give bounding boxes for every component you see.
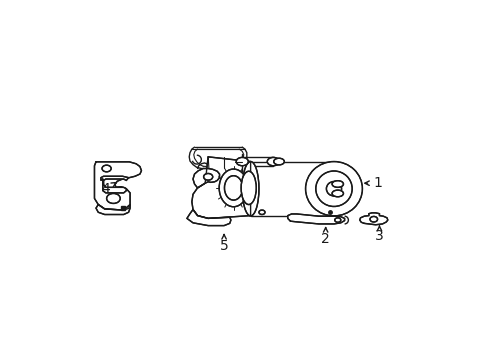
Polygon shape [287,214,344,224]
Polygon shape [96,204,130,215]
Ellipse shape [236,157,248,166]
Polygon shape [193,168,219,188]
Ellipse shape [242,162,259,216]
Ellipse shape [219,169,247,207]
Text: 1: 1 [364,176,381,190]
Polygon shape [359,213,387,225]
Ellipse shape [267,157,279,166]
Ellipse shape [326,181,341,196]
Text: 2: 2 [321,228,329,246]
Ellipse shape [241,171,256,204]
Text: 3: 3 [374,226,383,243]
Ellipse shape [315,171,351,207]
Ellipse shape [273,158,284,165]
Ellipse shape [369,216,377,222]
Ellipse shape [334,218,340,222]
Polygon shape [94,162,141,210]
Ellipse shape [102,165,111,172]
Polygon shape [101,176,128,193]
Polygon shape [186,210,230,226]
Ellipse shape [259,210,264,215]
Ellipse shape [331,190,343,197]
Ellipse shape [224,176,242,200]
Polygon shape [191,157,250,219]
Ellipse shape [203,174,212,180]
Ellipse shape [305,162,362,216]
Ellipse shape [331,181,343,187]
Ellipse shape [106,193,120,203]
Text: 5: 5 [219,235,228,253]
Text: 4: 4 [102,182,116,196]
